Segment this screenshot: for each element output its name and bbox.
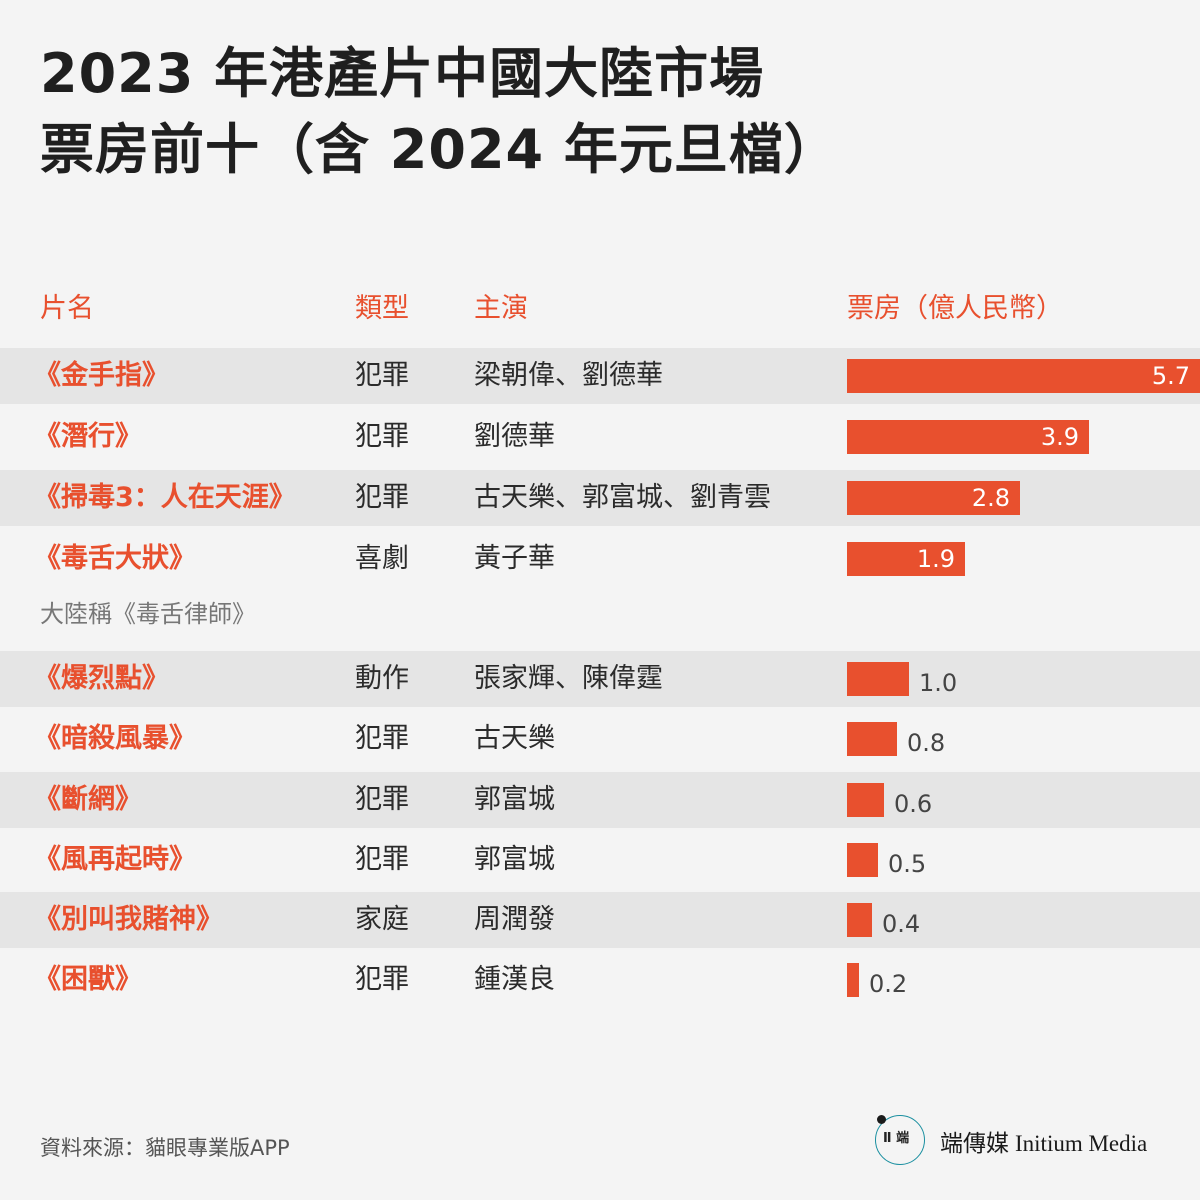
film-title: 《金手指》: [34, 360, 169, 391]
box-office-value-label: 0.6: [894, 790, 933, 818]
header-box-office: 票房（億人民幣）: [847, 293, 1063, 324]
box-office-value-label: 0.8: [907, 729, 946, 757]
table-row: 《爆烈點》 動作 張家輝、陳偉霆 1.0: [0, 651, 1200, 707]
film-cast: 劉德華: [474, 421, 555, 452]
alias-note: 大陸稱《毒舌律師》: [40, 600, 256, 628]
film-cast: 張家輝、陳偉霆: [474, 663, 663, 694]
film-title: 《掃毒3：人在天涯》: [34, 482, 296, 513]
box-office-value-label: 0.2: [869, 970, 908, 998]
logo-dot-icon: [877, 1115, 886, 1124]
box-office-bar: [847, 420, 1089, 454]
film-genre: 家庭: [355, 904, 409, 935]
film-title: 《潛行》: [34, 421, 142, 452]
film-genre: 犯罪: [355, 844, 409, 875]
film-genre: 犯罪: [355, 482, 409, 513]
table-row: 《暗殺風暴》 犯罪 古天樂 0.8: [0, 711, 1200, 767]
box-office-bar: [847, 481, 1020, 515]
box-office-value-label: 2.8: [971, 484, 1010, 512]
film-genre: 犯罪: [355, 421, 409, 452]
film-genre: 動作: [355, 663, 409, 694]
film-title: 《困獸》: [34, 964, 142, 995]
box-office-bar: [847, 722, 897, 756]
box-office-value-label: 1.0: [919, 669, 958, 697]
box-office-bar: [847, 783, 884, 817]
box-office-bar: [847, 843, 878, 877]
logo-en: Initium Media: [1015, 1131, 1148, 1156]
table-row: 《斷網》 犯罪 郭富城 0.6: [0, 772, 1200, 828]
box-office-bar: [847, 542, 965, 576]
film-cast: 古天樂: [474, 723, 555, 754]
film-genre: 犯罪: [355, 964, 409, 995]
film-cast: 梁朝偉、劉德華: [474, 360, 663, 391]
box-office-value-label: 1.9: [916, 545, 955, 573]
table-row: 《困獸》 犯罪 鍾漢良 0.2: [0, 952, 1200, 1008]
film-title: 《暗殺風暴》: [34, 723, 196, 754]
film-genre: 犯罪: [355, 723, 409, 754]
box-office-bar: [847, 359, 1200, 393]
film-cast: 黃子華: [474, 543, 555, 574]
film-cast: 鍾漢良: [474, 964, 555, 995]
film-title: 《風再起時》: [34, 844, 196, 875]
film-cast: 郭富城: [474, 844, 555, 875]
film-genre: 犯罪: [355, 360, 409, 391]
header-cast: 主演: [474, 293, 528, 324]
film-title: 《別叫我賭神》: [34, 904, 223, 935]
film-cast: 周潤發: [474, 904, 555, 935]
box-office-bar: [847, 903, 872, 937]
box-office-bar: [847, 963, 859, 997]
film-genre: 喜劇: [355, 543, 409, 574]
table-row: 《潛行》 犯罪 劉德華 3.9: [0, 409, 1200, 465]
box-office-value-label: 0.4: [882, 910, 921, 938]
film-genre: 犯罪: [355, 784, 409, 815]
film-title: 《斷網》: [34, 784, 142, 815]
film-cast: 郭富城: [474, 784, 555, 815]
logo-glyph: Ⅱ 端: [883, 1131, 910, 1146]
box-office-value-label: 0.5: [888, 850, 927, 878]
logo-text: 端傳媒 Initium Media: [940, 1124, 1147, 1158]
header-film: 片名: [40, 293, 94, 324]
header-genre: 類型: [355, 293, 409, 324]
table-row: 《金手指》 犯罪 梁朝偉、劉德華 5.7: [0, 348, 1200, 404]
logo-zh: 端傳媒: [940, 1131, 1009, 1157]
chart-title: 2023 年港產片中國大陸市場 票房前十（含 2024 年元旦檔）: [40, 42, 839, 181]
film-title: 《毒舌大狀》: [34, 543, 196, 574]
box-office-value-label: 3.9: [1040, 423, 1079, 451]
box-office-value-label: 5.7: [1151, 362, 1190, 390]
film-cast: 古天樂、郭富城、劉青雲: [474, 482, 771, 513]
table-row: 《毒舌大狀》 喜劇 黃子華 1.9: [0, 531, 1200, 587]
table-row: 《風再起時》 犯罪 郭富城 0.5: [0, 832, 1200, 888]
box-office-bar: [847, 662, 909, 696]
source-text: 資料來源：貓眼專業版APP: [40, 1136, 290, 1160]
film-title: 《爆烈點》: [34, 663, 169, 694]
table-row: 《別叫我賭神》 家庭 周潤發 0.4: [0, 892, 1200, 948]
table-row: 《掃毒3：人在天涯》 犯罪 古天樂、郭富城、劉青雲 2.8: [0, 470, 1200, 526]
